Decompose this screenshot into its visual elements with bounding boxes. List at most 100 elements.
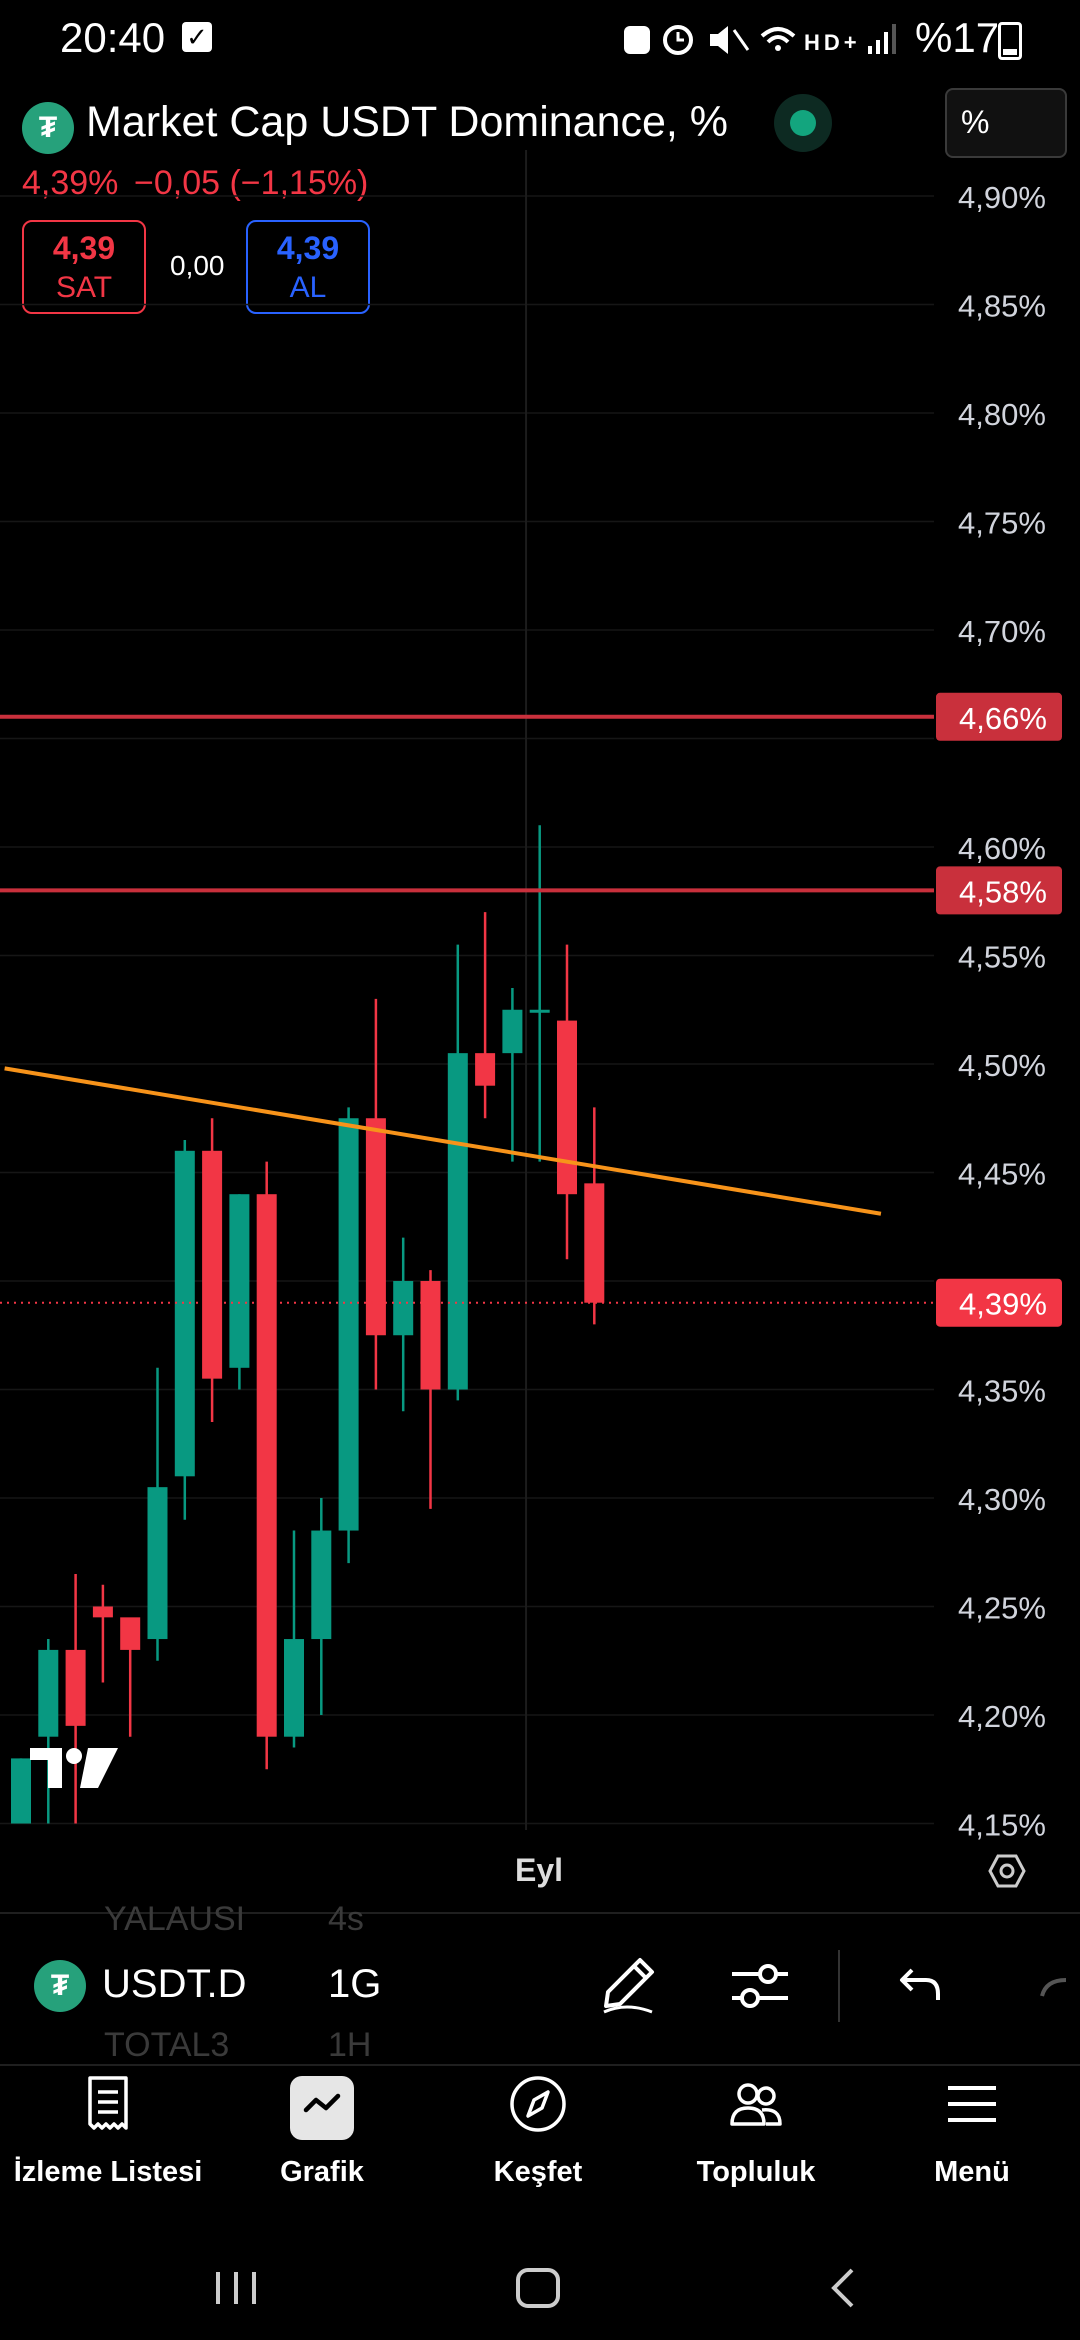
sell-label: SAT <box>55 271 113 304</box>
interval-picker-prev: 4s <box>328 1900 364 1938</box>
svg-text:HD+: HD+ <box>804 30 861 55</box>
status-icons: HD+ <box>620 18 900 71</box>
redo-icon[interactable] <box>1036 1966 1080 2010</box>
back-icon[interactable] <box>831 2268 854 2308</box>
candle-body <box>447 1053 468 1390</box>
price-axis[interactable]: 4,90% 4,85% 4,80% 4,75% 4,70% 4,60% 4,55% 4,50%… <box>958 180 1046 1840</box>
tradingview-logo-icon <box>30 1748 118 1788</box>
hline-badge <box>936 692 1062 741</box>
symbol-selector[interactable]: USDT.D <box>102 1962 247 2006</box>
candle-body <box>256 1194 277 1737</box>
recent-apps-icon[interactable] <box>216 2272 256 2304</box>
horizontal-lines[interactable] <box>0 714 934 1304</box>
candle-body <box>393 1281 414 1336</box>
price-axis-tick: 4,50% <box>958 1048 1046 1083</box>
candle-body <box>65 1649 86 1726</box>
drawing-tools-pencil-icon[interactable] <box>596 1952 660 2016</box>
candle-body <box>11 1758 31 1824</box>
buy-label: AL <box>289 271 327 304</box>
price-axis-tick: 4,45% <box>958 1157 1046 1192</box>
price-axis-tick: 4,90% <box>958 180 1046 215</box>
candle-body <box>38 1649 59 1737</box>
nav-watchlist[interactable]: İzleme Listesi <box>8 2074 208 2189</box>
nav-menu[interactable]: Menü <box>872 2074 1072 2189</box>
battery-icon <box>998 22 1022 60</box>
nav-watchlist-label: İzleme Listesi <box>13 2156 203 2188</box>
price-axis-tick: 4,75% <box>958 506 1046 541</box>
price-axis-tick: 4,20% <box>958 1699 1046 1734</box>
candle-body <box>174 1150 195 1477</box>
sell-price: 4,39 <box>52 230 116 266</box>
undo-icon[interactable] <box>896 1960 946 2010</box>
nav-explore[interactable]: Keşfet <box>438 2074 638 2189</box>
price-axis-tick: 4,30% <box>958 1482 1046 1517</box>
symbol-picker-next: TOTAL3 <box>104 2026 230 2064</box>
current-price-badge <box>936 1278 1062 1327</box>
price-axis-tick: 4,25% <box>958 1591 1046 1626</box>
check-notification-icon: ✓ <box>182 22 212 52</box>
sell-button[interactable]: 4,39 SAT <box>22 220 146 314</box>
price-axis-tick: 4,55% <box>958 940 1046 975</box>
watchlist-icon <box>88 2076 128 2130</box>
candle-body <box>147 1487 168 1640</box>
candle-body <box>502 1009 523 1054</box>
community-people-icon <box>730 2083 782 2126</box>
hline-badge-label: 4,58% <box>959 874 1047 909</box>
price-axis-tick: 4,60% <box>958 831 1046 866</box>
toolbar-tether-logo-icon[interactable]: ₮ <box>34 1960 86 2012</box>
price-axis-tick: 4,15% <box>958 1808 1046 1841</box>
candle-body <box>475 1053 496 1086</box>
status-time: 20:40 <box>60 14 166 61</box>
candle-body <box>338 1118 359 1531</box>
trendline-segment[interactable] <box>4 1066 882 1216</box>
hamburger-menu-icon <box>948 2086 996 2122</box>
candle-body <box>229 1194 250 1368</box>
tether-logo-icon[interactable]: ₮ <box>22 102 74 154</box>
chart-wave-icon <box>303 2093 341 2113</box>
hline-badge-label: 4,66% <box>959 701 1047 736</box>
nav-chart[interactable]: Grafik <box>222 2074 422 2189</box>
market-open-dot-icon <box>790 110 816 136</box>
candle-body <box>584 1183 605 1303</box>
candle-body <box>284 1639 304 1737</box>
trendline[interactable] <box>4 1066 882 1216</box>
nav-menu-label: Menü <box>934 2156 1010 2188</box>
candle-body <box>420 1281 441 1390</box>
candle-body <box>202 1150 223 1379</box>
candle-body <box>365 1118 386 1336</box>
time-axis-label: Eyl <box>515 1852 564 1888</box>
nav-explore-label: Keşfet <box>493 2156 583 2188</box>
price-axis-tick: 4,80% <box>958 397 1046 432</box>
candle-body <box>557 1020 577 1195</box>
compass-icon <box>510 2076 566 2132</box>
buy-button[interactable]: 4,39 AL <box>246 220 370 314</box>
candle-body <box>120 1617 141 1650</box>
chart-grid <box>0 195 934 1825</box>
chart-toolbar <box>0 1912 1080 2066</box>
symbol-title[interactable]: Market Cap USDT Dominance, % <box>86 98 729 146</box>
interval-picker-next: 1H <box>328 2026 372 2064</box>
toolbar-separator <box>838 1950 840 2022</box>
battery-percent: %17 <box>915 14 1000 61</box>
candle-body <box>529 1009 550 1013</box>
price-axis-tick: 4,70% <box>958 614 1046 649</box>
nav-community-label: Topluluk <box>696 2156 816 2188</box>
price-axis-tick: 4,85% <box>958 289 1046 324</box>
price-badges: 4,66% 4,58% 4,39% <box>936 692 1062 1327</box>
candle-body <box>311 1530 332 1640</box>
price-axis-tick: 4,35% <box>958 1374 1046 1409</box>
symbol-picker-prev: YALAUSI <box>104 1900 246 1938</box>
chart-settings-icon[interactable] <box>988 1852 1026 1890</box>
buy-price: 4,39 <box>276 230 340 266</box>
spread-value: 0,00 <box>170 250 225 281</box>
interval-selector[interactable]: 1G <box>328 1962 382 2006</box>
candlestick-chart[interactable]: 4,90% 4,85% 4,80% 4,75% 4,70% 4,60% 4,55% 4,50%… <box>0 150 1080 1840</box>
system-navigation-bar <box>216 2268 854 2308</box>
scale-mode-button[interactable]: % <box>945 88 1067 158</box>
nav-community[interactable]: Topluluk <box>656 2074 856 2189</box>
indicators-sliders-icon[interactable] <box>728 1956 792 2016</box>
home-icon[interactable] <box>516 2268 560 2308</box>
candles <box>11 825 605 1824</box>
status-indicator-icons: HD+ <box>624 24 896 55</box>
nav-chart-label: Grafik <box>280 2156 364 2188</box>
